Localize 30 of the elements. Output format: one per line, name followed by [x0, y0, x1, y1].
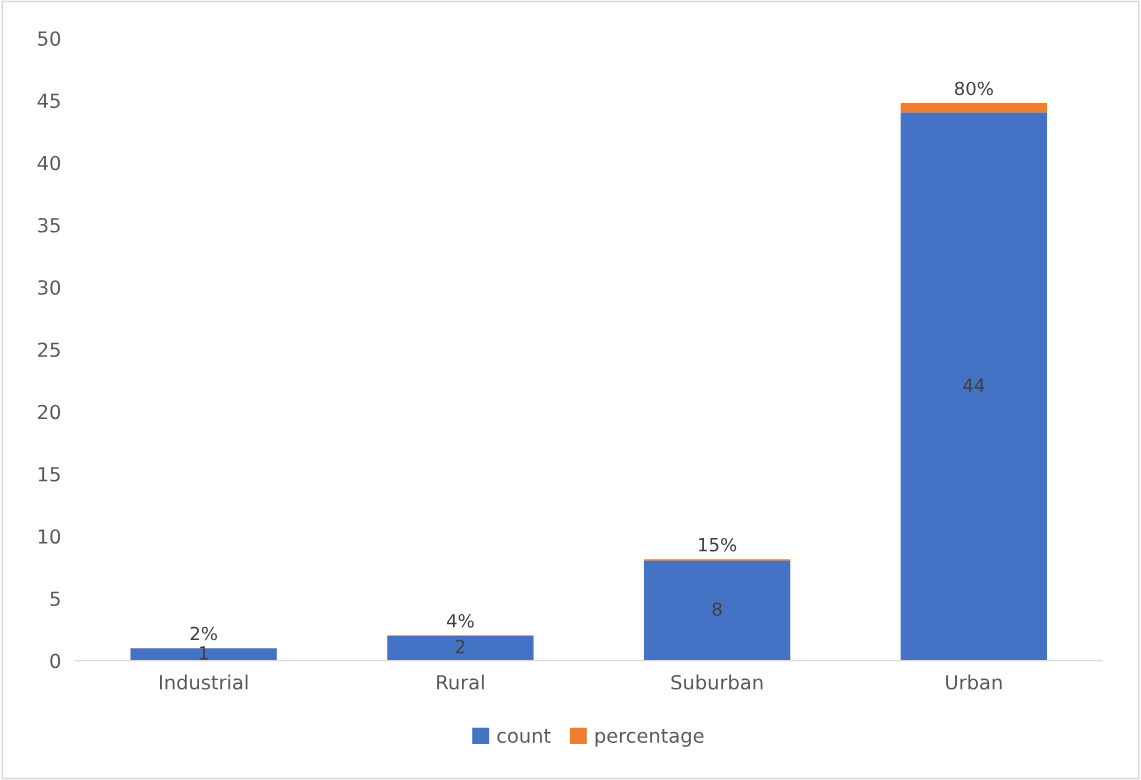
y-tick-label: 5	[50, 591, 60, 607]
y-tick-label: 30	[38, 280, 61, 295]
x-tick-label: Suburban	[671, 674, 763, 690]
x-tick-label: Rural	[437, 674, 484, 690]
bar	[387, 635, 534, 661]
y-tick-label: 15	[38, 467, 60, 482]
y-tick-label: 0	[50, 653, 61, 669]
bar	[900, 102, 1048, 113]
data-label: 2%	[190, 626, 217, 641]
legend-label: count	[497, 729, 551, 744]
x-tick-label: Industrial	[159, 674, 248, 690]
y-tick-label: 20	[38, 404, 61, 420]
data-label: 15%	[699, 537, 737, 552]
data-label: 2	[455, 639, 465, 654]
y-tick-label: 40	[37, 155, 61, 171]
bar	[643, 561, 791, 661]
data-label: 8	[712, 602, 722, 617]
data-label: 4%	[446, 613, 474, 628]
y-tick-label: 25	[38, 342, 60, 358]
y-tick-label: 10	[38, 529, 61, 544]
y-tick-label: 50	[38, 31, 61, 46]
legend-label: percentage	[595, 729, 704, 747]
data-label: 80%	[955, 81, 993, 96]
data-label: 1	[199, 646, 208, 660]
bar	[130, 648, 277, 661]
y-tick-label: 35	[38, 217, 60, 233]
x-tick-label: Urban	[946, 674, 1002, 690]
data-label: 44	[963, 378, 985, 392]
bar	[900, 112, 1048, 661]
y-tick-label: 45	[37, 93, 60, 109]
